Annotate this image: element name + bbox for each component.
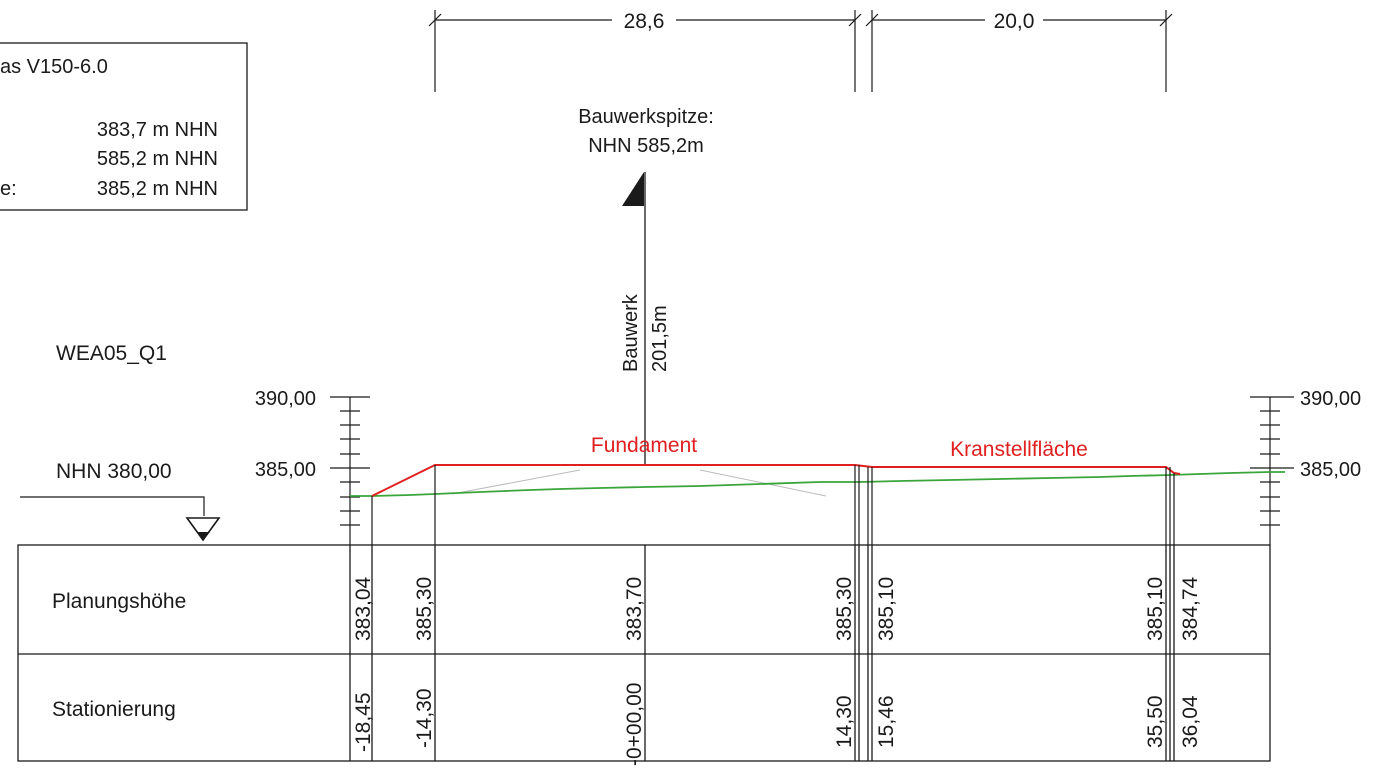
table-cell: 385,30 — [833, 577, 856, 641]
station-lines — [371, 465, 1175, 545]
building-label: Bauwerk — [620, 293, 642, 372]
dimension-fundament: 28,6 — [624, 10, 665, 33]
peak-label: Bauwerkspitze: — [578, 106, 714, 128]
scale-left — [330, 396, 370, 545]
reference-triangle-icon — [185, 517, 221, 542]
scale-left-390: 390,00 — [255, 388, 316, 410]
area-fundament: Fundament — [591, 434, 697, 457]
info-row-value: 585,2 m NHN — [97, 148, 218, 170]
table-cell: 384,74 — [1179, 576, 1202, 641]
building-height: 201,5m — [649, 305, 671, 372]
table-cell: -0+00,00 — [623, 683, 646, 767]
dimension-kran: 20,0 — [994, 10, 1035, 33]
profile-table — [17, 544, 1271, 762]
reference-leader — [20, 496, 205, 516]
info-box — [0, 42, 248, 211]
table-cell: 385,10 — [875, 577, 898, 641]
table-cell: -18,45 — [352, 692, 375, 752]
info-row-value: 385,2 m NHN — [97, 178, 218, 200]
reference-triangle-fill — [198, 532, 210, 540]
table-cell: 15,46 — [875, 695, 898, 748]
row-label-stationierung: Stationierung — [52, 698, 176, 721]
scale-right — [1250, 396, 1294, 545]
peak-arrow-icon — [622, 172, 644, 206]
table-cell: 35,50 — [1144, 695, 1167, 748]
table-cell: 385,10 — [1144, 577, 1167, 641]
info-row-label: e: — [0, 178, 17, 200]
profile-name: WEA05_Q1 — [56, 342, 167, 365]
stationierung-values: -18,45 -14,30 -0+00,00 14,30 15,46 35,50… — [352, 683, 1202, 767]
table-cell: 14,30 — [833, 695, 856, 748]
peak-elevation: NHN 585,2m — [588, 135, 704, 157]
info-box-title: as V150-6.0 — [0, 56, 108, 78]
table-cell: 36,04 — [1179, 695, 1202, 748]
area-kranstellflaeche: Kranstellfläche — [950, 438, 1088, 461]
reference-level: NHN 380,00 — [56, 460, 172, 483]
table-cell: 385,30 — [413, 577, 436, 641]
info-row-value: 383,7 m NHN — [97, 119, 218, 141]
table-cell: 383,70 — [623, 577, 646, 641]
planungshoehe-values: 383,04 385,30 383,70 385,30 385,10 385,1… — [352, 576, 1202, 641]
terrain-line — [350, 471, 1285, 497]
scale-right-385: 385,00 — [1300, 459, 1361, 481]
table-cell: -14,30 — [413, 688, 436, 748]
scale-left-385: 385,00 — [255, 459, 316, 481]
table-cell: 383,04 — [352, 576, 375, 641]
row-label-planungshoehe: Planungshöhe — [52, 590, 186, 613]
scale-right-390: 390,00 — [1300, 388, 1361, 410]
dimension-line — [428, 10, 1173, 92]
